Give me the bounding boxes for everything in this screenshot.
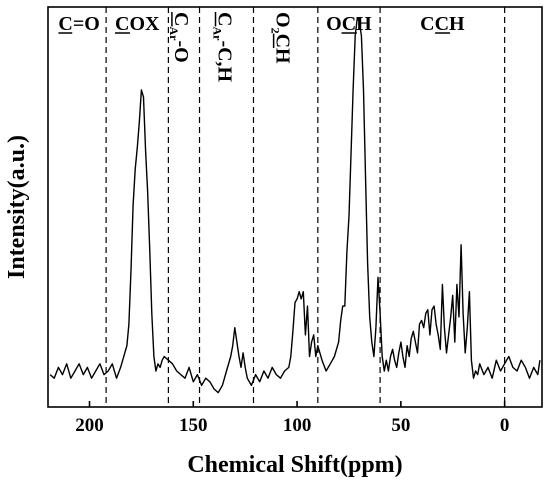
x-axis-title: Chemical Shift(ppm) [187, 452, 402, 478]
x-tick-label: 50 [391, 415, 410, 436]
x-tick-label: 0 [500, 415, 510, 436]
svg-text:CAr-C,H: CAr-C,H [211, 12, 236, 83]
plot-frame [47, 6, 543, 408]
region-label: CAr-C,H [211, 12, 236, 83]
svg-text:CCH: CCH [420, 13, 465, 35]
y-axis-title: Intensity(a.u.) [4, 135, 30, 279]
region-labels: C=O COX CAr-O CAr-C,H O2CH OCH CCH [58, 12, 465, 83]
svg-text:C=O: C=O [58, 13, 99, 35]
region-label: C=O [58, 13, 100, 35]
region-divider-lines [105, 7, 506, 407]
x-tick-label: 150 [179, 415, 208, 436]
svg-text:CAr-O: CAr-O [167, 12, 192, 63]
x-tick-label: 200 [75, 415, 104, 436]
region-label: CAr-O [167, 12, 192, 63]
spectrum-line [49, 17, 541, 394]
svg-text:OCH: OCH [326, 13, 372, 35]
region-label: O2CH [269, 12, 294, 64]
region-label: CCH [420, 13, 465, 35]
x-tick-label: 100 [283, 415, 312, 436]
svg-text:O2CH: O2CH [269, 12, 294, 64]
svg-text:COX: COX [115, 13, 160, 35]
region-label: COX [115, 13, 160, 35]
x-axis-ticks: 200 150 100 50 0 [75, 401, 509, 436]
region-label: OCH [326, 13, 372, 35]
